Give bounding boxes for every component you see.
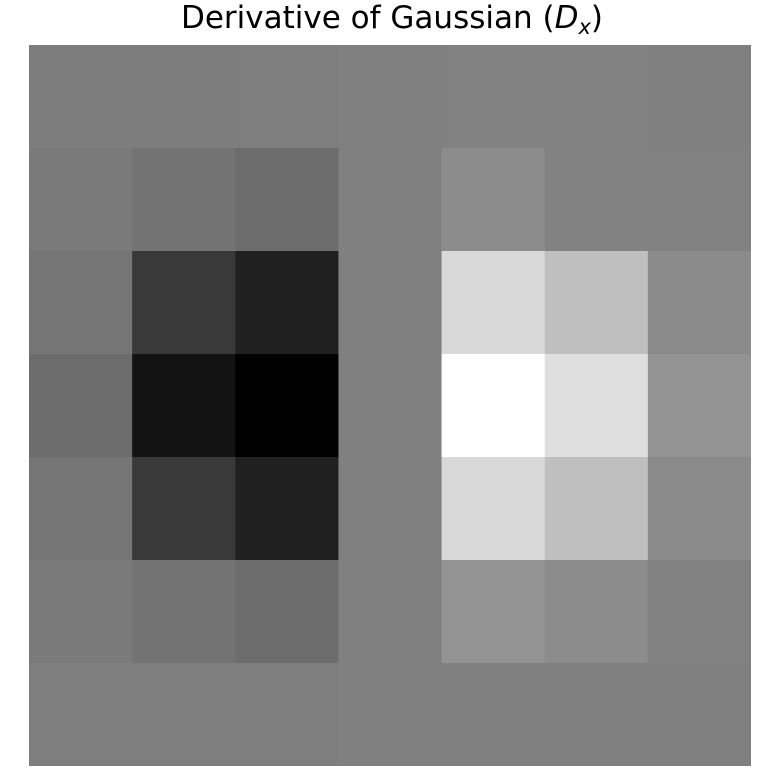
heatmap-cell-r3-c2: [235, 354, 340, 458]
heatmap-cell-r6-c5: [544, 663, 649, 766]
title-subscript: x: [578, 15, 591, 39]
heatmap-cell-r3-c5: [544, 354, 649, 458]
heatmap-cell-r2-c5: [544, 251, 649, 355]
title-symbol: D: [554, 0, 579, 36]
heatmap-cell-r3-c6: [647, 354, 751, 458]
heatmap-cell-r2-c6: [647, 251, 751, 355]
heatmap-cell-r3-c3: [338, 354, 443, 458]
heatmap-cell-r6-c2: [235, 663, 340, 766]
heatmap-cell-r1-c4: [441, 148, 546, 252]
heatmap-cell-r3-c1: [132, 354, 236, 458]
heatmap-cell-r0-c3: [338, 45, 443, 149]
title-suffix: ): [590, 0, 603, 36]
heatmap-cell-r3-c4: [441, 354, 546, 458]
heatmap-cell-r4-c6: [647, 457, 751, 561]
heatmap-cell-r1-c5: [544, 148, 649, 252]
heatmap-cell-r1-c6: [647, 148, 751, 252]
heatmap-cell-r4-c2: [235, 457, 340, 561]
heatmap-cell-r3-c0: [29, 354, 133, 458]
heatmap-cell-r0-c0: [29, 45, 133, 149]
heatmap-cell-r2-c2: [235, 251, 340, 355]
heatmap-cell-r2-c0: [29, 251, 133, 355]
heatmap-cell-r5-c6: [647, 560, 751, 664]
title-prefix: Derivative of Gaussian (: [180, 0, 555, 36]
chart-title: Derivative of Gaussian (Dx): [0, 0, 784, 40]
heatmap-cell-r4-c1: [132, 457, 236, 561]
heatmap-cell-r4-c4: [441, 457, 546, 561]
heatmap-cell-r0-c4: [441, 45, 546, 149]
heatmap-cell-r5-c2: [235, 560, 340, 664]
heatmap-cell-r4-c5: [544, 457, 649, 561]
heatmap-cell-r6-c3: [338, 663, 443, 766]
heatmap-cell-r5-c3: [338, 560, 443, 664]
heatmap-cell-r6-c4: [441, 663, 546, 766]
heatmap-cell-r4-c3: [338, 457, 443, 561]
heatmap-cell-r2-c3: [338, 251, 443, 355]
heatmap-cell-r6-c1: [132, 663, 236, 766]
heatmap-cell-r2-c1: [132, 251, 236, 355]
heatmap-cell-r1-c2: [235, 148, 340, 252]
heatmap-cell-r5-c5: [544, 560, 649, 664]
heatmap: [29, 45, 751, 766]
heatmap-cell-r0-c5: [544, 45, 649, 149]
heatmap-cell-r6-c0: [29, 663, 133, 766]
heatmap-cell-r5-c1: [132, 560, 236, 664]
heatmap-cell-r5-c4: [441, 560, 546, 664]
heatmap-cell-r1-c1: [132, 148, 236, 252]
heatmap-cell-r0-c2: [235, 45, 340, 149]
heatmap-cell-r1-c3: [338, 148, 443, 252]
heatmap-cell-r1-c0: [29, 148, 133, 252]
heatmap-cell-r0-c6: [647, 45, 751, 149]
heatmap-cell-r6-c6: [647, 663, 751, 766]
heatmap-cell-r5-c0: [29, 560, 133, 664]
heatmap-cell-r4-c0: [29, 457, 133, 561]
heatmap-cell-r2-c4: [441, 251, 546, 355]
heatmap-cell-r0-c1: [132, 45, 236, 149]
